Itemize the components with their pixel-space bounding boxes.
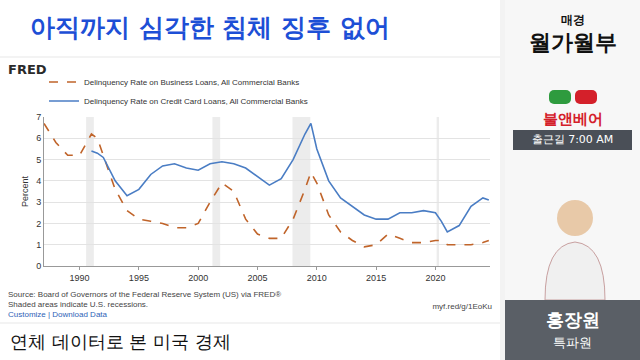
html-text:Customize | Download Data: Customize | Download Data	[8, 310, 107, 319]
html-text:불앤베어: 불앤베어	[542, 110, 603, 128]
svg-text:2005: 2005	[247, 273, 267, 283]
html-text:월가월부: 월가월부	[528, 30, 617, 55]
svg-text:1995: 1995	[129, 273, 149, 283]
svg-text:2020: 2020	[425, 273, 445, 283]
svg-text:2000: 2000	[188, 273, 208, 283]
html-text:Source: Board of Governors of: Source: Board of Governors of the Federa…	[8, 290, 282, 299]
svg-text:6: 6	[36, 133, 41, 143]
html-text:Shaded areas indicate U.S. rec: Shaded areas indicate U.S. recessions.	[8, 300, 149, 309]
svg-text:5: 5	[36, 155, 41, 165]
html-text:FRED: FRED	[8, 62, 47, 77]
svg-text:4: 4	[36, 176, 41, 186]
svg-text:0: 0	[36, 261, 41, 271]
html-text:홍장원: 홍장원	[545, 309, 600, 330]
html-text:myf.red/g/1EoKu: myf.red/g/1EoKu	[432, 302, 492, 311]
svg-text:7: 7	[36, 112, 41, 122]
svg-text:Delinquency Rate on Business L: Delinquency Rate on Business Loans, All …	[84, 78, 299, 87]
svg-text:2010: 2010	[307, 273, 327, 283]
svg-text:1: 1	[36, 240, 41, 250]
svg-text:2015: 2015	[366, 273, 386, 283]
svg-text:Percent: Percent	[20, 175, 30, 207]
svg-text:Delinquency Rate on Credit Car: Delinquency Rate on Credit Card Loans, A…	[84, 97, 308, 106]
svg-text:2: 2	[36, 219, 41, 229]
html-text:매경: 매경	[560, 13, 585, 27]
svg-text:1990: 1990	[70, 273, 90, 283]
html-text:연체 데이터로 본 미국 경제: 연체 데이터로 본 미국 경제	[10, 331, 231, 352]
html-text:출근길 7:00 AM: 출근길 7:00 AM	[531, 133, 614, 146]
svg-text:3: 3	[36, 197, 41, 207]
html-text:아직까지 심각한 침체 징후 없어: 아직까지 심각한 침체 징후 없어	[30, 13, 390, 42]
html-text:특파원: 특파원	[553, 335, 592, 350]
